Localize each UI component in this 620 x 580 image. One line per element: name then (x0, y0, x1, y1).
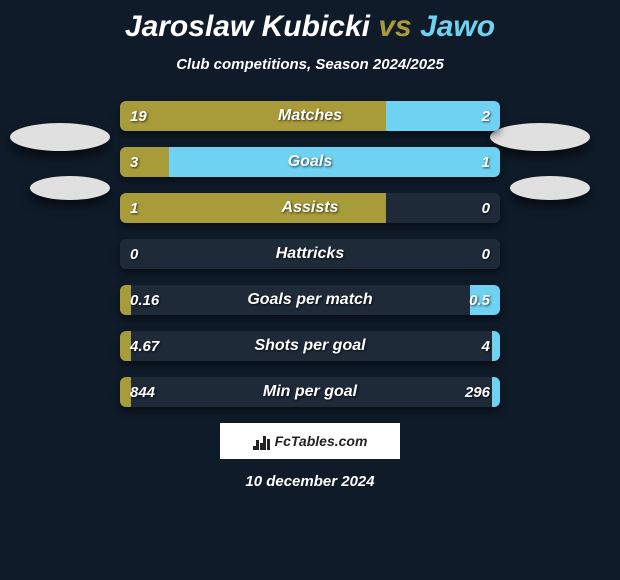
brand-logo-icon (253, 432, 271, 450)
stat-label: Shots per goal (120, 331, 500, 361)
player2-name: Jawo (420, 10, 495, 43)
stat-label: Hattricks (120, 239, 500, 269)
stat-row: 192Matches (120, 101, 500, 131)
player-token (10, 123, 110, 151)
player1-name: Jaroslaw Kubicki (125, 10, 370, 43)
brand-text: FcTables.com (275, 433, 368, 449)
stat-row: 10Assists (120, 193, 500, 223)
stat-label: Goals per match (120, 285, 500, 315)
stat-label: Matches (120, 101, 500, 131)
stat-label: Min per goal (120, 377, 500, 407)
stat-row: 844296Min per goal (120, 377, 500, 407)
stat-label: Assists (120, 193, 500, 223)
stat-label: Goals (120, 147, 500, 177)
brand-box: FcTables.com (220, 423, 400, 459)
player-token (490, 123, 590, 151)
vs-label: vs (378, 10, 411, 43)
stat-row: 4.674Shots per goal (120, 331, 500, 361)
player-token (510, 176, 590, 200)
comparison-title: Jaroslaw Kubicki vs Jawo (0, 0, 620, 44)
stat-row: 31Goals (120, 147, 500, 177)
footer-date: 10 december 2024 (0, 473, 620, 490)
stat-row: 00Hattricks (120, 239, 500, 269)
stat-bars: 192Matches 31Goals 10Assists 00Hattricks 0.1… (120, 101, 500, 407)
subtitle: Club competitions, Season 2024/2025 (0, 56, 620, 73)
stat-row: 0.160.5Goals per match (120, 285, 500, 315)
player-token (30, 176, 110, 200)
